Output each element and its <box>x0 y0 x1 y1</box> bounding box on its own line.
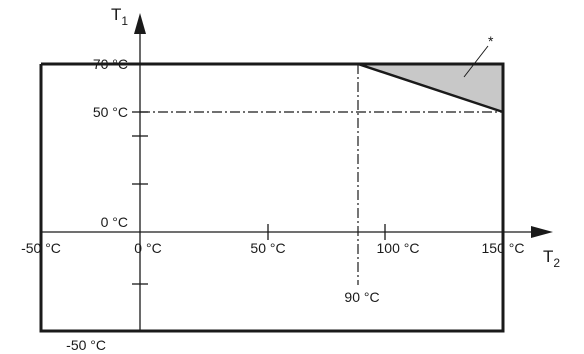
x-axis-title-sub: 2 <box>553 256 560 270</box>
derating-line <box>357 62 504 114</box>
x-label-neg50: -50 °C <box>21 240 61 256</box>
y-label-neg50: -50 °C <box>66 337 106 353</box>
x-label-0: 0 °C <box>134 240 161 256</box>
x-axis-title-main: T <box>543 247 553 266</box>
y-label-70: 70 °C <box>93 56 128 72</box>
y-label-50: 50 °C <box>93 104 128 120</box>
x-axis-title: T2 <box>543 247 560 270</box>
y-axis-title-sub: 1 <box>121 14 128 28</box>
y-axis-arrow <box>134 13 146 34</box>
x-axis-arrow <box>531 226 553 238</box>
x-label-90: 90 °C <box>344 289 379 305</box>
annotation-marker: * <box>488 33 494 49</box>
x-label-150: 150 °C <box>482 240 525 256</box>
y-label-0: 0 °C <box>101 214 128 230</box>
annotation-leader <box>463 45 489 78</box>
x-label-50: 50 °C <box>250 240 285 256</box>
y-axis-title-main: T <box>111 5 121 24</box>
y-axis-title: T1 <box>111 5 128 28</box>
x-label-100: 100 °C <box>377 240 420 256</box>
operating-boundary <box>39 62 505 333</box>
